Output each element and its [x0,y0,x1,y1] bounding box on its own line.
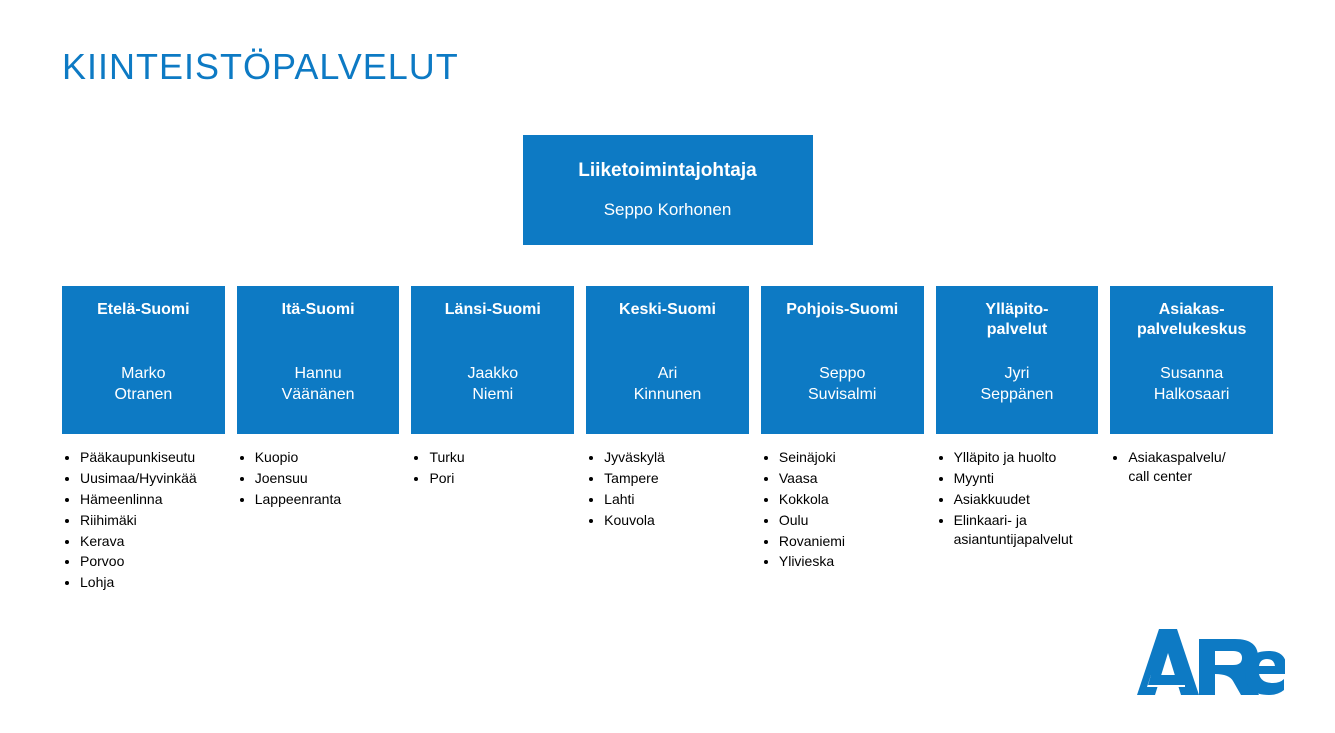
column-title-wrap: Etelä-Suomi [62,300,225,356]
column-bullet-list: Asiakaspalvelu/ call center [1110,448,1273,488]
bullet-item: Ylläpito ja huolto [954,448,1099,467]
column-bullet-list: Seinäjoki Vaasa Kokkola Oulu RovaniemiYlivie… [761,448,924,573]
column-person: Seppo Suvisalmi [761,364,924,406]
bullet-item: Asiakkuudet [954,490,1099,509]
column-bullet-list: Ylläpito ja huolto Myynti Asiakkuudet Elink… [936,448,1099,550]
column-person: Marko Otranen [62,364,225,406]
column-title: Pohjois-Suomi [786,300,898,320]
org-column: Etelä-Suomi Marko Otranen Pääkaupunkiseutu… [62,286,225,594]
bullet-item: Turku [429,448,574,467]
bullet-item: Rovaniemi [779,532,924,551]
bullet-item: Kouvola [604,511,749,530]
bullet-item: Lappeenranta [255,490,400,509]
column-title: Keski-Suomi [619,300,716,320]
bullet-item: Myynti [954,469,1099,488]
column-person: Jyri Seppänen [936,364,1099,406]
top-name: Seppo Korhonen [523,200,813,220]
org-column-box: Ylläpito- palvelut Jyri Seppänen [936,286,1099,434]
column-person: Susanna Halkosaari [1110,364,1273,406]
org-column-box: Asiakas- palvelukeskus Susanna Halkosaari [1110,286,1273,434]
column-title-wrap: Länsi-Suomi [411,300,574,356]
brand-logo [1125,627,1285,697]
column-title-wrap: Itä-Suomi [237,300,400,356]
column-bullet-list: Pääkaupunkiseutu Uusimaa/Hyvinkää Hämeenli… [62,448,225,594]
org-column: Ylläpito- palvelut Jyri Seppänen Ylläpito … [936,286,1099,594]
bullet-item: Seinäjoki [779,448,924,467]
column-title-wrap: Keski-Suomi [586,300,749,356]
org-column: Keski-Suomi Ari Kinnunen Jyväskylä Tampere L… [586,286,749,594]
bullet-item: Joensuu [255,469,400,488]
org-column: Pohjois-Suomi Seppo Suvisalmi Seinäjoki Vaa… [761,286,924,594]
column-title-wrap: Pohjois-Suomi [761,300,924,356]
column-title-wrap: Ylläpito- palvelut [936,300,1099,356]
bullet-item: Kuopio [255,448,400,467]
org-column: Itä-Suomi Hannu Väänänen Kuopio Joensuu Lapp… [237,286,400,594]
bullet-item: Lohja [80,573,225,592]
column-bullet-list: Jyväskylä Tampere Lahti Kouvola [586,448,749,532]
bullet-item: Kerava [80,532,225,551]
org-columns-row: Etelä-Suomi Marko Otranen Pääkaupunkiseutu… [62,286,1273,594]
bullet-item: Vaasa [779,469,924,488]
bullet-item: Asiakaspalvelu/ call center [1128,448,1273,486]
org-column: Asiakas- palvelukeskus Susanna Halkosaari… [1110,286,1273,594]
column-person: Ari Kinnunen [586,364,749,406]
bullet-item: Porvoo [80,552,225,571]
org-column-box: Pohjois-Suomi Seppo Suvisalmi [761,286,924,434]
org-column-box: Itä-Suomi Hannu Väänänen [237,286,400,434]
bullet-item: Oulu [779,511,924,530]
org-column-box: Länsi-Suomi Jaakko Niemi [411,286,574,434]
bullet-item: Pori [429,469,574,488]
org-column-box: Etelä-Suomi Marko Otranen [62,286,225,434]
org-column-box: Keski-Suomi Ari Kinnunen [586,286,749,434]
column-title: Etelä-Suomi [97,300,189,320]
column-title: Itä-Suomi [282,300,355,320]
column-title: Asiakas- palvelukeskus [1137,300,1246,340]
page-title: KIINTEISTÖPALVELUT [62,46,459,88]
bullet-item: Pääkaupunkiseutu [80,448,225,467]
column-person: Jaakko Niemi [411,364,574,406]
org-column: Länsi-Suomi Jaakko Niemi Turku Pori [411,286,574,594]
column-title-wrap: Asiakas- palvelukeskus [1110,300,1273,356]
column-bullet-list: Kuopio Joensuu Lappeenranta [237,448,400,511]
column-person: Hannu Väänänen [237,364,400,406]
bullet-item: Riihimäki [80,511,225,530]
org-top-box: Liiketoimintajohtaja Seppo Korhonen [523,135,813,245]
bullet-item: Jyväskylä [604,448,749,467]
column-bullet-list: Turku Pori [411,448,574,490]
bullet-item: Lahti [604,490,749,509]
column-title: Ylläpito- palvelut [985,300,1048,340]
top-role: Liiketoimintajohtaja [523,160,813,182]
bullet-item: Ylivieska [779,552,924,571]
bullet-item: Kokkola [779,490,924,509]
bullet-item: Elinkaari- ja asiantuntijapalvelut [954,511,1099,549]
column-title: Länsi-Suomi [445,300,541,320]
bullet-item: Uusimaa/Hyvinkää [80,469,225,488]
bullet-item: Tampere [604,469,749,488]
bullet-item: Hämeenlinna [80,490,225,509]
